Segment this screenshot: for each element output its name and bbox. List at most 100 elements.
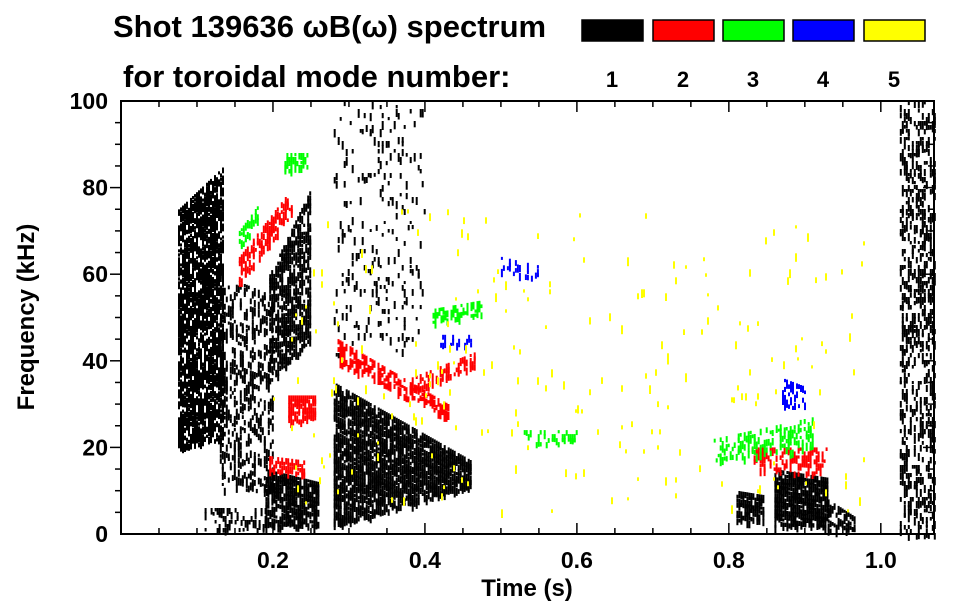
spectrogram-pixel-mode-1 <box>401 453 404 457</box>
spectrogram-pixel-mode-1 <box>299 489 302 496</box>
spectrogram-pixel-mode-1 <box>355 491 358 497</box>
spectrogram-pixel-mode-1 <box>443 469 446 475</box>
spectrogram-pixel-mode-1 <box>249 374 252 382</box>
spectrogram-pixel-mode-1 <box>905 529 908 534</box>
spectrogram-pixel-mode-1 <box>397 474 400 482</box>
spectrogram-pixel-mode-1 <box>407 428 410 436</box>
spectrogram-pixel-mode-1 <box>194 330 196 337</box>
spectrogram-pixel-mode-1 <box>355 439 358 445</box>
spectrogram-pixel-mode-1 <box>180 351 182 356</box>
spectrogram-pixel-mode-1 <box>845 523 848 527</box>
spectrogram-pixel-mode-1 <box>180 331 182 338</box>
spectrogram-pixel-mode-1 <box>742 495 745 502</box>
spectrogram-pixel-mode-1 <box>369 471 372 475</box>
spectrogram-pixel-mode-1 <box>822 516 825 523</box>
spectrogram-pixel-mode-1 <box>853 524 856 533</box>
spectrogram-pixel-mode-1 <box>919 429 922 438</box>
spectrogram-pixel-mode-1 <box>297 248 300 253</box>
spectrogram-pixel-mode-1 <box>401 497 404 505</box>
spectrogram-pixel-mode-1 <box>363 451 366 456</box>
spectrogram-pixel-mode-1 <box>911 321 914 328</box>
spectrogram-pixel-mode-1 <box>307 503 310 510</box>
spectrogram-pixel-mode-1 <box>826 481 829 489</box>
spectrogram-pixel-mode-1 <box>379 464 382 471</box>
spectrogram-pixel-mode-1 <box>216 181 218 187</box>
spectrogram-pixel-mode-1 <box>343 181 346 188</box>
spectrogram-pixel-mode-1 <box>220 301 222 307</box>
spectrogram-pixel-mode-1 <box>451 485 454 491</box>
spectrogram-pixel-mode-1 <box>289 336 292 344</box>
spectrogram-pixel-mode-1 <box>397 490 400 498</box>
spectrogram-pixel-mode-1 <box>225 388 228 395</box>
spectrogram-pixel-mode-1 <box>379 285 382 289</box>
spectrogram-pixel-mode-1 <box>393 464 396 470</box>
spectrogram-pixel-mode-1 <box>186 297 188 303</box>
spectrogram-pixel-mode-1 <box>929 413 932 417</box>
spectrogram-pixel-mode-1 <box>349 491 352 500</box>
spectrogram-pixel-mode-1 <box>373 257 376 262</box>
spectrogram-pixel-mode-1 <box>911 381 914 385</box>
spectrogram-pixel-mode-1 <box>186 277 188 282</box>
spectrogram-pixel-mode-1 <box>818 488 821 493</box>
spectrogram-pixel-mode-1 <box>847 512 850 517</box>
spectrogram-pixel-mode-1 <box>923 213 926 220</box>
spectrogram-pixel-mode-1 <box>387 421 390 426</box>
spectrogram-pixel-mode-1 <box>774 525 777 534</box>
spectrogram-pixel-mode-1 <box>265 344 268 350</box>
spectrogram-pixel-mode-1 <box>931 425 934 434</box>
spectrogram-pixel-mode-1 <box>447 479 450 486</box>
spectrogram-pixel-mode-1 <box>357 404 360 410</box>
spectrogram-pixel-mode-1 <box>289 308 292 317</box>
spectrogram-pixel-mode-1 <box>229 330 232 338</box>
spectrogram-pixel-mode-1 <box>359 465 362 472</box>
spectrogram-pixel-mode-1 <box>381 461 384 467</box>
spectrogram-pixel-mode-1 <box>822 496 825 501</box>
spectrogram-pixel-mode-1 <box>925 181 928 188</box>
spectrogram-pixel-mode-1 <box>269 378 272 385</box>
spectrogram-pixel-mode-1 <box>311 512 314 517</box>
spectrogram-pixel-mode-1 <box>800 481 803 486</box>
spectrogram-pixel-mode-1 <box>251 395 254 401</box>
spectrogram-pixel-mode-1 <box>255 384 258 390</box>
spectrogram-pixel-mode-1 <box>267 349 270 354</box>
spectrogram-pixel-mode-1 <box>307 211 310 221</box>
spectrogram-pixel-mode-1 <box>222 367 224 374</box>
spectrogram-pixel-mode-1 <box>397 446 400 453</box>
spectrogram-pixel-mode-1 <box>383 426 386 430</box>
spectrogram-pixel-mode-1 <box>750 505 753 513</box>
spectrogram-pixel-mode-1 <box>184 207 186 213</box>
spectrogram-pixel-mode-1 <box>257 457 260 466</box>
spectrogram-pixel-mode-1 <box>229 394 232 399</box>
spectrogram-pixel-mode-1 <box>277 313 280 319</box>
spectrogram-pixel-mode-1 <box>283 245 286 253</box>
spectrogram-pixel-mode-1 <box>341 281 344 286</box>
spectrogram-pixel-mode-1 <box>457 469 460 476</box>
spectrogram-pixel-mode-1 <box>301 275 304 281</box>
spectrogram-pixel-mode-1 <box>903 481 906 486</box>
spectrogram-pixel-mode-1 <box>184 215 186 220</box>
spectrogram-pixel-mode-1 <box>419 463 422 468</box>
spectrogram-pixel-mode-1 <box>911 141 914 147</box>
spectrogram-pixel-mode-1 <box>806 502 809 509</box>
spectrogram-pixel-mode-1 <box>353 473 356 480</box>
spectrogram-pixel-mode-1 <box>796 524 799 533</box>
spectrogram-pixel-mode-1 <box>359 249 362 254</box>
spectrogram-pixel-mode-1 <box>409 433 412 442</box>
spectrogram-pixel-mode-1 <box>180 379 182 384</box>
spectrogram-pixel-mode-1 <box>194 306 196 312</box>
spectrogram-pixel-mode-1 <box>909 265 912 269</box>
spectrogram-pixel-mode-1 <box>445 454 448 459</box>
spectrogram-pixel-mode-1 <box>196 312 198 320</box>
spectrogram-pixel-mode-1 <box>228 524 231 531</box>
spectrogram-pixel-mode-1 <box>379 105 382 110</box>
spectrogram-pixel-mode-1 <box>919 269 922 277</box>
spectrogram-pixel-mode-1 <box>210 354 212 361</box>
spectrogram-pixel-mode-1 <box>289 490 292 497</box>
spectrogram-pixel-mode-1 <box>375 458 378 465</box>
spectrogram-pixel-mode-1 <box>297 352 300 360</box>
spectrogram-pixel-mode-1 <box>429 449 432 454</box>
spectrogram-pixel-mode-1 <box>184 399 186 408</box>
spectrogram-pixel-mode-1 <box>307 323 310 331</box>
spectrogram-pixel-mode-1 <box>353 461 356 466</box>
spectrogram-pixel-mode-1 <box>214 508 217 512</box>
